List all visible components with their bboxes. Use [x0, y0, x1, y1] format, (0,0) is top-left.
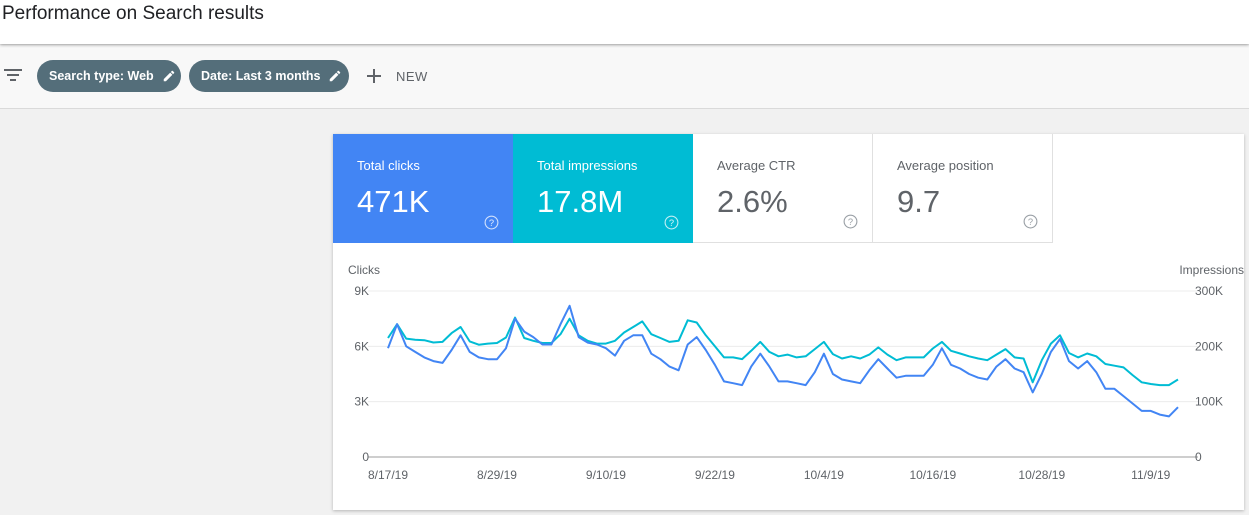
help-icon[interactable]: ? [843, 214, 858, 229]
svg-text:?: ? [1028, 217, 1033, 227]
y-right-tick-label: 200K [1195, 339, 1223, 353]
x-tick-label: 9/22/19 [695, 468, 735, 482]
help-icon[interactable]: ? [484, 215, 499, 230]
chip-search-type-label: Search type: Web [49, 69, 154, 83]
metric-label: Average position [897, 158, 994, 173]
plus-icon [367, 69, 381, 83]
x-tick-label: 10/4/19 [804, 468, 844, 482]
impressions-series-line [387, 316, 1179, 387]
pencil-icon[interactable] [162, 69, 176, 83]
x-tick-label: 11/9/19 [1131, 468, 1170, 482]
metric-value: 471K [357, 184, 430, 219]
help-icon[interactable]: ? [1023, 214, 1038, 229]
x-tick-label: 10/16/19 [909, 468, 956, 482]
metric-label: Average CTR [717, 158, 796, 173]
metric-label: Total impressions [537, 158, 638, 173]
y-left-axis-title: Clicks [348, 263, 380, 277]
metric-total-clicks[interactable]: Total clicks 471K ? [333, 134, 513, 243]
y-right-tick-label: 0 [1195, 450, 1202, 464]
y-right-tick-label: 300K [1195, 284, 1223, 298]
y-left-tick-label: 9K [354, 284, 369, 298]
new-filter-button[interactable]: NEW [366, 63, 428, 89]
y-right-axis-title: Impressions [1179, 263, 1244, 277]
filter-icon[interactable] [4, 68, 22, 82]
new-filter-label: NEW [396, 68, 428, 84]
y-right-tick-label: 100K [1195, 395, 1223, 409]
filter-bar: Search type: Web Date: Last 3 months NEW [0, 45, 1249, 109]
metric-label: Total clicks [357, 158, 420, 173]
chart-svg: 9K 300K 6K 200K 3K 100K 0 0 Clicks Impressions 8/1… [348, 263, 1244, 482]
metric-average-position[interactable]: Average position 9.7 ? [873, 134, 1053, 243]
metric-total-impressions[interactable]: Total impressions 17.8M ? [513, 134, 693, 243]
pencil-icon[interactable] [328, 69, 342, 83]
chip-search-type[interactable]: Search type: Web [37, 60, 181, 92]
clicks-series-line [387, 304, 1179, 418]
svg-text:?: ? [848, 217, 853, 227]
chip-date-label: Date: Last 3 months [201, 69, 321, 83]
chip-date[interactable]: Date: Last 3 months [189, 60, 349, 92]
svg-text:?: ? [489, 218, 494, 228]
x-tick-label: 8/17/19 [368, 468, 408, 482]
x-tick-label: 10/28/19 [1018, 468, 1065, 482]
metric-value: 9.7 [897, 184, 941, 219]
x-tick-label: 8/29/19 [477, 468, 517, 482]
metric-value: 17.8M [537, 184, 624, 219]
performance-chart: 9K 300K 6K 200K 3K 100K 0 0 Clicks Impressions 8/1… [333, 243, 1244, 510]
y-left-tick-label: 3K [354, 395, 369, 409]
svg-text:?: ? [669, 218, 674, 228]
performance-card: Total clicks 471K ? Total impressions 17… [333, 134, 1244, 510]
metric-value: 2.6% [717, 184, 788, 219]
page-title: Performance on Search results [2, 3, 264, 24]
metric-average-ctr[interactable]: Average CTR 2.6% ? [693, 134, 873, 243]
page-header: Performance on Search results [0, 0, 1249, 44]
y-left-tick-label: 0 [362, 450, 369, 464]
y-left-tick-label: 6K [354, 339, 369, 353]
help-icon[interactable]: ? [664, 215, 679, 230]
x-tick-label: 9/10/19 [586, 468, 626, 482]
